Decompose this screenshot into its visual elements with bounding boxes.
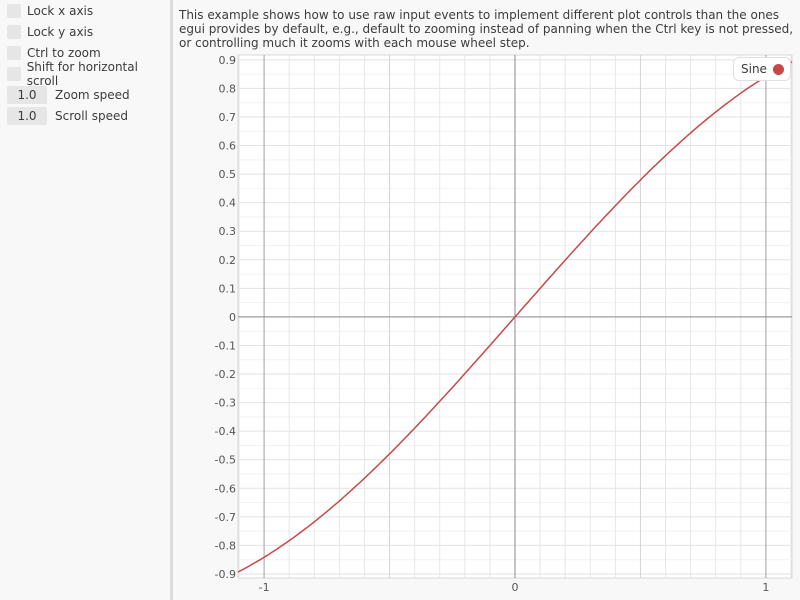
scroll-speed-field[interactable]: 1.0 bbox=[7, 107, 47, 125]
x-tick-label: 0 bbox=[512, 581, 519, 594]
scroll-speed-row: 1.0 Scroll speed bbox=[7, 107, 128, 125]
x-tick-label: 1 bbox=[762, 581, 769, 594]
legend-item-sine[interactable]: Sine bbox=[733, 57, 791, 81]
y-tick-label: 0.4 bbox=[219, 197, 237, 210]
y-tick-label: -0.7 bbox=[215, 511, 236, 524]
panel-resize-handle[interactable] bbox=[170, 0, 173, 600]
ctrl-to-zoom-checkbox[interactable]: Ctrl to zoom bbox=[7, 44, 101, 62]
controls-panel: Lock x axis Lock y axis Ctrl to zoom Shi… bbox=[0, 0, 170, 600]
y-tick-label: -0.6 bbox=[215, 482, 236, 495]
checkbox-label: Shift for horizontal scroll bbox=[26, 60, 138, 88]
y-tick-label: -0.1 bbox=[215, 339, 236, 352]
checkbox-box[interactable] bbox=[7, 4, 21, 18]
y-tick-label: 0 bbox=[229, 311, 236, 324]
zoom-speed-row: 1.0 Zoom speed bbox=[7, 86, 130, 104]
scroll-speed-label: Scroll speed bbox=[55, 109, 128, 123]
y-tick-label: 0.3 bbox=[219, 225, 237, 238]
y-tick-label: 0.1 bbox=[219, 282, 237, 295]
description-text: This example shows how to use raw input … bbox=[179, 8, 794, 50]
lock-x-checkbox[interactable]: Lock x axis bbox=[7, 2, 93, 20]
y-tick-label: -0.5 bbox=[215, 454, 236, 467]
y-tick-label: -0.3 bbox=[215, 397, 236, 410]
legend-label: Sine bbox=[741, 62, 767, 76]
y-tick-label: -0.4 bbox=[215, 425, 236, 438]
checkbox-box[interactable] bbox=[7, 25, 21, 39]
y-tick-label: 0.2 bbox=[219, 254, 237, 267]
zoom-speed-field[interactable]: 1.0 bbox=[7, 86, 47, 104]
checkbox-label: Lock x axis bbox=[27, 4, 94, 18]
y-tick-label: 0.5 bbox=[219, 168, 237, 181]
y-tick-label: -0.2 bbox=[215, 368, 236, 381]
checkbox-box[interactable] bbox=[7, 67, 21, 81]
x-tick-label: -1 bbox=[259, 581, 270, 594]
y-tick-label: 0.7 bbox=[219, 111, 237, 124]
checkbox-label: Lock y axis bbox=[27, 25, 94, 39]
y-tick-label: -0.9 bbox=[215, 568, 236, 581]
checkbox-label: Ctrl to zoom bbox=[27, 46, 101, 60]
y-tick-label: 0.8 bbox=[219, 82, 237, 95]
shift-horizontal-scroll-checkbox[interactable]: Shift for horizontal scroll bbox=[7, 60, 170, 88]
y-tick-label: 0.9 bbox=[219, 54, 237, 67]
lock-y-checkbox[interactable]: Lock y axis bbox=[7, 23, 93, 41]
legend-color-dot bbox=[772, 63, 784, 75]
zoom-speed-label: Zoom speed bbox=[55, 88, 130, 102]
sine-line bbox=[237, 61, 793, 573]
checkbox-box[interactable] bbox=[7, 46, 21, 60]
y-tick-label: 0.6 bbox=[219, 140, 237, 153]
y-tick-label: -0.8 bbox=[215, 539, 236, 552]
